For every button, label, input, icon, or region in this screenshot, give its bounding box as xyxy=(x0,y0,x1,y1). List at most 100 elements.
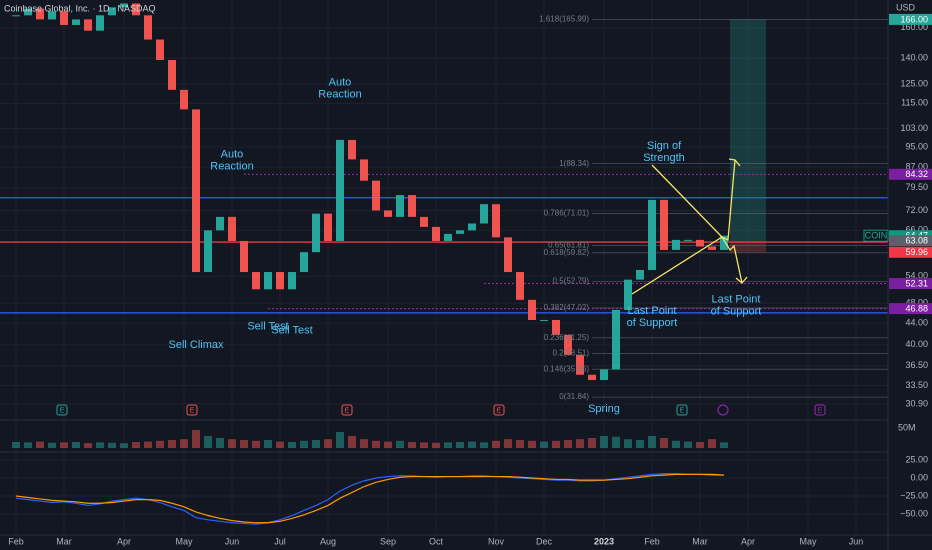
volume-bar xyxy=(720,442,728,448)
price-label: 59.96 xyxy=(905,247,928,257)
volume-bar xyxy=(468,441,476,448)
event-label: E xyxy=(680,407,685,414)
volume-bar xyxy=(252,440,260,448)
candle xyxy=(168,60,176,90)
annotation: Strength xyxy=(643,152,685,164)
candle xyxy=(372,180,380,211)
candle xyxy=(348,139,356,160)
candle xyxy=(636,269,644,280)
candle xyxy=(240,240,248,273)
annotation: Last Point xyxy=(628,305,677,317)
event-icon xyxy=(341,404,353,416)
fib-label: 0.65(61.81) xyxy=(548,240,589,249)
x-tick-label: Apr xyxy=(117,536,131,546)
annotation: of Support xyxy=(711,305,762,317)
annotation: of Support xyxy=(627,317,678,329)
event-icon xyxy=(56,404,68,416)
candle xyxy=(324,213,332,241)
candle xyxy=(696,239,704,247)
plot xyxy=(0,3,888,525)
candle xyxy=(708,246,716,250)
candle xyxy=(252,272,260,290)
candle xyxy=(276,272,284,290)
volume-bar xyxy=(36,441,44,448)
candle xyxy=(180,89,188,110)
volume-bar xyxy=(216,438,224,448)
candle xyxy=(660,199,668,250)
fib-label: 0.2(38.51) xyxy=(553,349,590,358)
candle xyxy=(420,216,428,227)
volume-bar xyxy=(276,441,284,448)
x-tick-label: Apr xyxy=(741,536,755,546)
volume-bar xyxy=(432,442,440,448)
volume-bar xyxy=(528,440,536,448)
candle xyxy=(12,15,20,17)
volume-bar xyxy=(72,442,80,448)
macd-line xyxy=(15,473,725,524)
volume-bar xyxy=(300,440,308,448)
candle xyxy=(564,334,572,355)
event-icon xyxy=(814,404,826,416)
annotation: Spring xyxy=(588,403,620,415)
x-tick-label: May xyxy=(175,536,193,546)
y-tick-label: 79.50 xyxy=(905,182,928,192)
volume-bar xyxy=(660,438,668,448)
event-icon xyxy=(676,404,688,416)
annotation: Sign of xyxy=(647,140,682,152)
price-label-box xyxy=(889,13,932,25)
candle xyxy=(36,8,44,20)
candle xyxy=(48,11,56,20)
volume-bar xyxy=(108,442,116,448)
candle xyxy=(528,299,536,320)
candle xyxy=(24,8,32,16)
volume-bar xyxy=(60,442,68,448)
event-icon xyxy=(186,404,198,416)
x-tick-label: Mar xyxy=(56,536,72,546)
annotation: Last Point xyxy=(712,293,761,305)
volume-bar xyxy=(396,440,404,448)
candle xyxy=(504,237,512,273)
candle xyxy=(216,216,224,231)
candle xyxy=(648,199,656,270)
stop-zone xyxy=(730,240,766,253)
volume-bar xyxy=(24,442,32,448)
annotation: Sell Climax xyxy=(168,339,224,351)
candle xyxy=(144,15,152,40)
price-label-box xyxy=(889,168,932,180)
event-icon xyxy=(493,404,505,416)
candle xyxy=(264,272,272,290)
annotation: Sell Test xyxy=(247,321,288,333)
macd-tick-label: −25.00 xyxy=(900,490,928,500)
symbol-tag: COIN xyxy=(865,231,888,241)
y-tick-label: 160.00 xyxy=(900,22,928,32)
volume-bar xyxy=(588,438,596,448)
volume-bar xyxy=(336,432,344,448)
annotation: Reaction xyxy=(210,160,253,172)
volume-bar xyxy=(312,440,320,448)
candle xyxy=(384,210,392,217)
event-label: E xyxy=(497,407,502,414)
volume-bar xyxy=(492,440,500,448)
candle xyxy=(684,239,692,241)
candle xyxy=(300,252,308,273)
volume-bar xyxy=(552,440,560,448)
candle xyxy=(120,3,128,8)
x-tick-label: Sep xyxy=(380,536,396,546)
candle xyxy=(204,230,212,273)
event-label: E xyxy=(60,407,65,414)
price-label: 84.32 xyxy=(905,169,928,179)
y-tick-label: 95.00 xyxy=(905,141,928,151)
volume-bar xyxy=(144,441,152,448)
x-tick-label: Jun xyxy=(849,536,864,546)
candle xyxy=(468,223,476,231)
event-label: E xyxy=(190,407,195,414)
x-tick-label: Dec xyxy=(536,536,553,546)
y-tick-label: 115.00 xyxy=(901,98,928,108)
y-tick-label: 103.00 xyxy=(900,123,928,133)
volume-bar xyxy=(324,439,332,448)
y-tick-label: 36.50 xyxy=(905,360,928,370)
price-label: 63.08 xyxy=(905,236,928,246)
fib-label: 0.146(35.96) xyxy=(544,364,590,373)
y-tick-label: 30.90 xyxy=(905,398,928,408)
